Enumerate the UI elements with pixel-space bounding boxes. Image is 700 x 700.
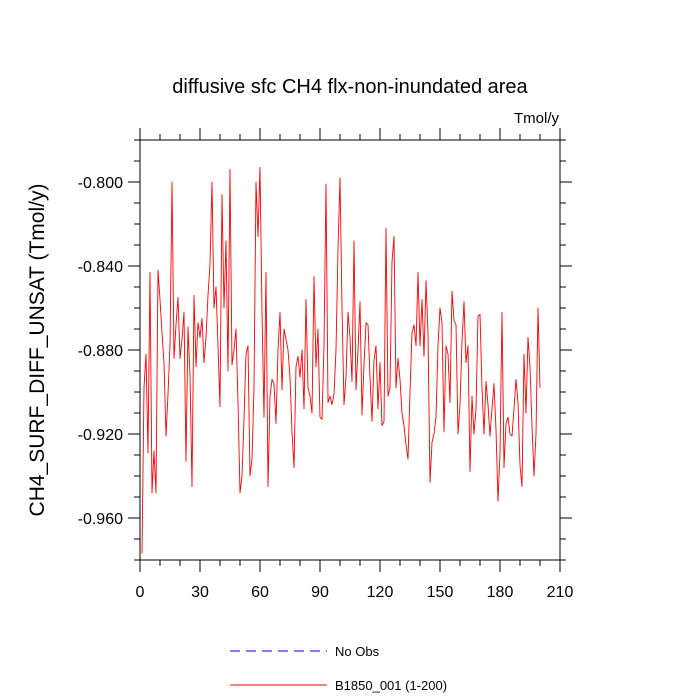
y-tick-label: -0.800 [78,175,123,192]
plot-area: 0 30 60 90 120 150 180 210 -0.960 -0.920 -0.880 -0.… [78,128,574,601]
legend-label: B1850_001 (1-200) [335,678,447,693]
x-tick-label: 210 [547,584,574,601]
y-tick-label: -0.840 [78,259,123,276]
series-line-1 [141,166,541,554]
y-tick-label: -0.920 [78,427,123,444]
y-axis-label: CH4_SURF_DIFF_UNSAT (Tmol/y) [26,184,49,517]
x-tick-label: 180 [487,584,514,601]
units-label: Tmol/y [514,110,560,127]
y-tick-label: -0.880 [78,343,123,360]
x-tick-label: 60 [251,584,269,601]
chart-title: diffusive sfc CH4 flx-non-inundated area [172,76,528,98]
x-tick-label: 150 [427,584,454,601]
y-tick-label: -0.960 [78,511,123,528]
x-tick-label: 120 [367,584,394,601]
x-tick-label: 30 [191,584,209,601]
legend: No Obs B1850_001 (1-200) [230,644,447,693]
legend-label: No Obs [335,644,380,659]
x-tick-label: 90 [311,584,329,601]
x-tick-label: 0 [136,584,145,601]
